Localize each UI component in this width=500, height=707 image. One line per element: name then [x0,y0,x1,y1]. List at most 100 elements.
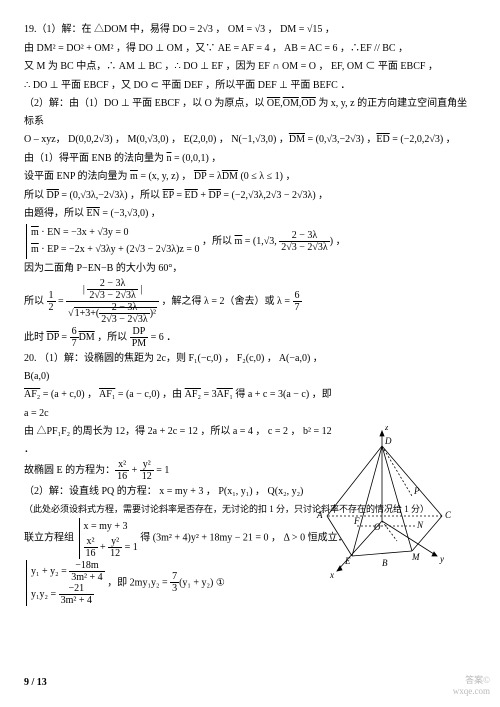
frac-dpdm: DPPM [130,326,148,349]
vec-EP: EP [163,190,174,201]
t: O – xyz， D(0,0,2√3) ， M(0,√3,0) ， E(2,0,… [24,134,289,145]
d: 3m² + 4 [69,572,104,583]
t: ，所以 [95,332,130,343]
d: 2√3 − 2√3λ [87,290,137,301]
t: 所以 [24,190,47,201]
vec-DP: DP [194,171,206,182]
n: DP [130,326,148,338]
wm-2: wxqe.com [453,686,490,697]
d: 16 [115,471,129,482]
n: 2 − 3λ [87,278,137,290]
vec-DM2: DM [222,171,238,182]
d: 2√3 − 2√3λ [99,314,149,325]
n: 6 [293,290,302,302]
q20-block: 20. （1）解：设椭圆的焦距为 2c，则 F₁(−c,0) ， F₂(c,0)… [24,350,334,482]
q19-l4: ∴ DO ⊥ 平面 EBCF ，又 DO ⊂ 平面 DEF ，所以平面 DEF … [24,77,476,95]
watermark: 答案© wxqe.com [453,675,490,697]
frac-half: 12 [47,290,56,313]
q19-l7: 由（1）得平面 ENB 的法向量为 n = (0,0,1) ， [24,150,476,168]
n: 1 [47,290,56,302]
t: y₁ + y₂ = [31,566,69,577]
t: = (−2,√3λ,2√3 − 2√3λ) ， [221,190,328,201]
e2: y²12 [108,536,122,559]
ell-1: x²16 [115,459,129,482]
d: PM [130,338,148,349]
t: = (0,√3,−2√3) ， [305,134,376,145]
n: 2 − 3λ [99,302,149,314]
frac-lam: 2 − 3λ2√3 − 2√3λ [279,230,329,253]
lbl-P: P [413,486,420,496]
d: 12 [140,471,154,482]
n: y² [140,459,154,471]
frac-67: 67 [293,290,302,313]
t: 设平面 ENP 的法向量为 [24,171,130,182]
t: 故椭圆 E 的方程为： [24,465,115,476]
vec-ED: ED [376,134,389,145]
vec-OM: OM [283,98,299,109]
t: (0 ≤ λ ≤ 1) ， [238,171,296,182]
t: ) ， [330,235,346,246]
t: + [98,542,109,553]
t: = [56,296,67,307]
q20-l1: 20. （1）解：设椭圆的焦距为 2c，则 F₁(−c,0) ， F₂(c,0)… [24,350,334,385]
vec-DP2: DP [47,190,59,201]
t: = λ [206,171,222,182]
d: 7 [293,302,302,313]
q19-sys: m · EN = −3x + √3y = 0 m · EP = −2x + √3… [24,224,476,259]
t: = (1,√3, [242,235,279,246]
brace-3: y₁ + y₂ = −18m3m² + 4 y₁y₂ = −213m² + 4 [26,560,105,606]
t: = (−3,√3,0) ， [100,208,161,219]
q19-l10: 由题得，所以 EN = (−3,√3,0) ， [24,205,476,223]
t: = 1 [122,542,138,553]
vec-OD: OD [301,98,315,109]
t: = (0,0,1) ， [172,153,222,164]
t: ，所以 [202,235,235,246]
n: 2 − 3λ [279,230,329,242]
n: 6 [70,326,79,338]
f1: −18m3m² + 4 [69,560,104,583]
vec-AF2b: AF₂ [185,389,201,400]
n: −18m [69,560,104,572]
t: 此时 [24,332,47,343]
vec-DP4: DP [47,332,59,343]
n: x² [84,536,98,548]
t: = (−2,0,2√3) ， [390,134,456,145]
d: 7 [70,338,79,349]
q19-l5: （2）解：由（1）DO ⊥ 平面 EBCF ，以 O 为原点，以 OE,OM,O… [24,95,476,130]
lbl-A: A [316,510,323,520]
t: = 1 [154,465,170,476]
t: 由题得，所以 [24,208,87,219]
vec-m: m [130,171,138,182]
q19-l6: O – xyz， D(0,0,2√3) ， M(0,√3,0) ， E(2,0,… [24,131,476,149]
t: = (0,√3λ,−2√3λ) ，所以 [59,190,163,201]
d: 16 [84,548,98,559]
lbl-B: B [382,558,388,568]
q19-l3: 又 M 为 BC 中点，∴ AM ⊥ BC ，∴ DO ⊥ EF ，因为 EF … [24,58,476,76]
t: | [138,284,143,295]
e1: x²16 [84,536,98,559]
q19-l8: 设平面 ENP 的法向量为 m = (x, y, z) ， DP = λDM (… [24,168,476,186]
n: 7 [170,571,179,583]
q19-l2: 由 DM² = DO² + OM² ，得 DO ⊥ OM ，又∵ AE = AF… [24,40,476,58]
big-frac: | 2 − 3λ2√3 − 2√3λ | 1+3+(2 − 3λ2√3 − 2√… [66,278,159,325]
d: 2 [47,302,56,313]
t: （2）解：由（1）DO ⊥ 平面 EBCF ，以 O 为原点，以 [24,98,267,109]
q19-l1: 19.（1）解：在 △DOM 中，易得 DO = 2√3 ， OM = √3 ，… [24,21,476,39]
q20-l5: 故椭圆 E 的方程为：x²16 + y²12 = 1 [24,459,334,482]
vec-DM3: DM [79,332,95,343]
sqrt: 1+3+(2 − 3λ2√3 − 2√3λ)² [74,307,157,319]
lbl-M: M [411,552,420,562]
vec-AF1b: AF₁ [217,389,233,400]
r1: x = my + 3 [84,518,138,536]
t: ，即 2my₁y₂ = [107,577,170,588]
d: 2√3 − 2√3λ [279,242,329,253]
n: y² [108,536,122,548]
lbl-F: F [353,516,360,526]
lbl-O: O [374,522,381,532]
q20-l4: 由 △PF₁F₂ 的周长为 12，得 2a + 2c = 12 ，所以 a = … [24,423,334,458]
t: y₁y₂ = [31,589,59,600]
brace-2: x = my + 3 x²16 + y²12 = 1 [79,518,138,559]
vm2: m [31,244,39,255]
vec-DM: DM [289,134,305,145]
vm1: m [31,227,39,238]
